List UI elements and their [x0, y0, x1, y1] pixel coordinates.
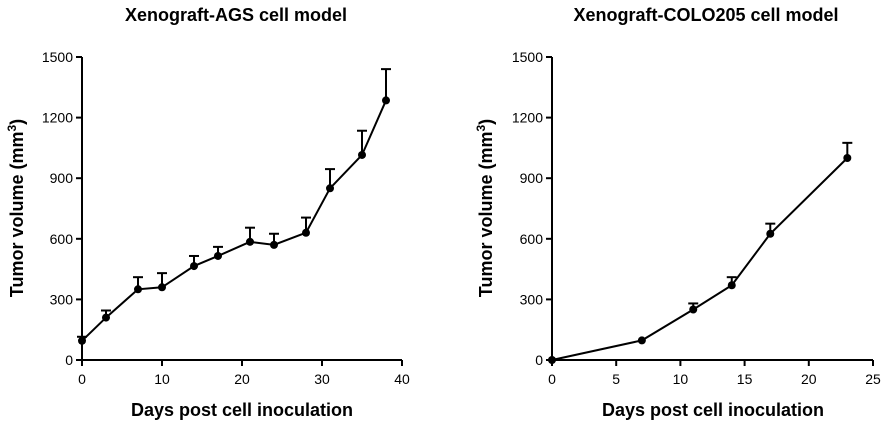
data-point: [637, 336, 646, 345]
y-tick-label: 1200: [42, 110, 73, 126]
panel-ags: Xenograft-AGS cell model Days post cell …: [5, 5, 410, 420]
axes: 0 300 600 900 1200 1500 0 5 10 15 20 25: [512, 49, 881, 387]
y-tick-label: 1500: [512, 49, 543, 65]
data-marks: [548, 141, 853, 364]
y-axis-label-superscript: 3: [474, 125, 488, 132]
data-point: [382, 96, 390, 105]
x-tick-label: 30: [314, 371, 330, 387]
data-marks: [77, 68, 391, 345]
data-point: [843, 154, 852, 162]
chart-title: Xenograft-AGS cell model: [125, 5, 347, 25]
axes: 0 300 600 900 1200 1500 0 10 20 30 40: [42, 49, 410, 387]
x-tick-label: 5: [612, 371, 620, 387]
x-tick-label: 40: [394, 371, 410, 387]
data-point: [302, 228, 310, 237]
y-axis-label-close: ): [7, 119, 27, 125]
data-point: [727, 281, 736, 290]
x-axis-label: Days post cell inoculation: [131, 400, 353, 420]
x-tick-label: 0: [78, 371, 86, 387]
series-line: [81, 100, 387, 342]
x-tick-label: 10: [673, 371, 689, 387]
data-point: [358, 150, 366, 159]
data-point: [190, 262, 198, 271]
y-tick-label: 1500: [42, 49, 73, 65]
y-axis-label: Tumor volume (mm3): [474, 119, 496, 297]
y-tick-label: 0: [65, 352, 73, 368]
y-tick-label: 600: [520, 231, 544, 247]
y-tick-label: 300: [50, 291, 74, 307]
y-axis-label-text: Tumor volume (mm: [476, 132, 496, 298]
y-tick-label: 1200: [512, 110, 543, 126]
x-axis-label: Days post cell inoculation: [602, 400, 824, 420]
y-tick-label: 0: [535, 352, 543, 368]
chart-title: Xenograft-COLO205 cell model: [573, 5, 838, 25]
x-tick-label: 0: [548, 371, 556, 387]
data-point: [246, 237, 254, 246]
data-point: [78, 336, 86, 345]
y-tick-label: 900: [520, 170, 544, 186]
data-point: [102, 313, 110, 322]
data-point: [158, 283, 166, 292]
y-tick-label: 300: [520, 291, 544, 307]
y-tick-label: 900: [50, 170, 74, 186]
data-point: [326, 184, 334, 193]
x-tick-label: 20: [801, 371, 817, 387]
data-point: [548, 356, 556, 364]
y-axis-label: Tumor volume (mm3): [5, 119, 27, 297]
panel-colo205: Xenograft-COLO205 cell model Days post c…: [474, 5, 881, 420]
y-tick-label: 600: [50, 231, 74, 247]
data-point: [766, 229, 775, 238]
data-point: [270, 240, 278, 249]
x-tick-label: 25: [865, 371, 881, 387]
x-tick-label: 15: [737, 371, 753, 387]
x-tick-label: 10: [154, 371, 170, 387]
y-axis-label-close: ): [476, 119, 496, 125]
series-line: [551, 157, 849, 361]
y-axis-label-text: Tumor volume (mm: [7, 132, 27, 298]
y-axis-label-superscript: 3: [5, 125, 19, 132]
data-point: [689, 305, 698, 314]
data-point: [134, 285, 142, 294]
x-tick-label: 20: [234, 371, 250, 387]
data-point: [214, 251, 222, 260]
